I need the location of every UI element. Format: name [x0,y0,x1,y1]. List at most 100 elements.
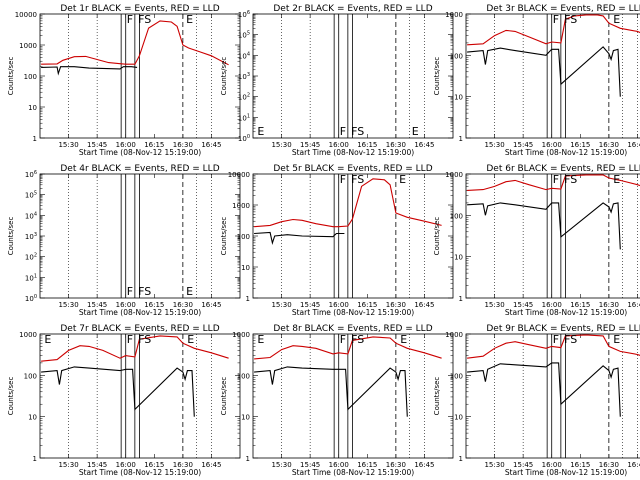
series-line-events [41,66,138,76]
flag-marker: F [340,173,346,186]
x-tick-label: 16:30 [599,461,619,469]
plot-frame [465,13,640,139]
panel-title: Det 1r BLACK = Events, RED = LLD [60,4,219,14]
x-axis-label: Start Time (08-Nov-12 15:19:00) [79,308,201,317]
x-tick-label: 16:45 [201,141,221,149]
x-tick-label: 15:30 [484,461,504,469]
panel-det-7: Det 7r BLACK = Events, RED = LLD 15:30 15:… [7,324,241,477]
x-tick-label: 16:15 [144,461,164,469]
y-tick-label: 104 [238,51,250,60]
y-tick-label: 100 [450,52,463,60]
x-tick-label: 15:45 [300,141,320,149]
y-axis-label: Counts/sec [433,57,441,96]
y-tick-label: 10 [28,104,37,112]
x-tick-label: 15:45 [513,141,533,149]
y-tick-label: 1 [33,135,37,143]
y-tick-exp: 2 [34,253,37,259]
x-tick-label: 16:00 [116,301,136,309]
y-tick-label: 105 [25,191,37,200]
series-line-events [467,202,621,250]
y-tick-label: 101 [25,273,37,282]
x-tick-label: 16:00 [329,301,349,309]
plot-frame [465,173,640,299]
y-tick-label: 1 [246,455,250,463]
y-tick-label: 100 [237,233,250,241]
y-tick-base: 10 [25,192,34,200]
y-axis-label: Counts/sec [220,377,228,416]
flag-marker: E [399,173,406,186]
y-tick-exp: 6 [247,10,250,16]
panel-title: Det 5r BLACK = Events, RED = LLD [273,164,432,174]
x-tick-label: 16:30 [173,141,193,149]
y-tick-exp: 1 [247,113,250,119]
y-tick-exp: 4 [34,211,37,217]
series-line-lld [467,14,640,46]
y-tick-exp: 3 [247,72,250,78]
x-tick-label: 15:30 [58,141,78,149]
y-tick-label: 1000 [19,42,37,50]
flag-marker: F [340,333,346,346]
plot-frame [465,333,640,459]
y-tick-label: 102 [238,93,250,102]
y-tick-exp: 0 [34,294,37,300]
flag-marker: F [553,333,559,346]
x-tick-label: 16:45 [414,301,434,309]
x-tick-label: 15:30 [484,301,504,309]
x-tick-label: 16:00 [542,141,562,149]
y-tick-exp: 5 [34,191,37,197]
x-tick-label: 15:45 [513,461,533,469]
flag-marker: FS [564,173,577,186]
flag-marker: E [613,13,620,26]
x-tick-label: 16:15 [144,301,164,309]
y-tick-label: 10 [241,414,250,422]
series-line-events [467,46,621,97]
y-tick-label: 10 [241,264,250,272]
y-axis-label: Counts/sec [433,217,441,256]
y-tick-label: 1000 [445,331,463,339]
panel-det-5: Det 5r BLACK = Events, RED = LLD 15:30 15:… [220,164,454,317]
x-tick-label: 16:30 [173,301,193,309]
y-axis-label: Counts/sec [7,57,15,96]
x-axis-label: Start Time (08-Nov-12 15:19:00) [505,148,627,157]
x-axis-label: Start Time (08-Nov-12 15:19:00) [292,308,414,317]
flag-marker: E [186,285,193,298]
flag-marker: F [340,125,346,138]
x-tick-label: 15:45 [87,301,107,309]
x-tick-label: 16:15 [144,141,164,149]
y-tick-label: 1 [246,295,250,303]
y-tick-base: 10 [25,233,34,241]
series-line-events [254,366,408,417]
x-tick-label: 16:30 [386,141,406,149]
x-tick-label: 16:15 [357,141,377,149]
x-tick-label: 15:30 [271,461,291,469]
y-tick-exp: 1 [34,273,37,279]
y-tick-exp: 6 [34,170,37,176]
plot-frame [252,173,454,299]
x-tick-label: 16:15 [570,141,590,149]
y-tick-base: 10 [238,73,247,81]
y-tick-label: 100 [450,212,463,220]
x-tick-label: 16:30 [599,301,619,309]
panel-det-2: Det 2r BLACK = Events, RED = LLD 15:30 15:… [220,4,454,157]
flag-marker: E [186,13,193,26]
flag-marker: FS [138,13,151,26]
x-tick-label: 15:30 [271,141,291,149]
plot-frame [39,173,241,299]
x-tick-label: 16:45 [414,141,434,149]
x-tick-label: 16:30 [386,461,406,469]
y-tick-base: 10 [238,94,247,102]
y-tick-label: 105 [238,31,250,40]
series-line-lld [254,336,442,360]
x-tick-label: 16:00 [329,461,349,469]
y-tick-label: 100 [25,294,37,303]
x-tick-label: 16:45 [627,141,640,149]
y-axis-label: Counts/sec [220,57,228,96]
x-tick-label: 15:45 [300,461,320,469]
flag-marker: E [613,333,620,346]
x-tick-label: 16:00 [542,461,562,469]
panel-title: Det 9r BLACK = Events, RED = LLD [486,324,640,334]
y-tick-label: 100 [24,73,37,81]
flag-marker: FS [351,125,364,138]
y-tick-exp: 4 [247,51,250,57]
y-tick-label: 100 [450,372,463,380]
